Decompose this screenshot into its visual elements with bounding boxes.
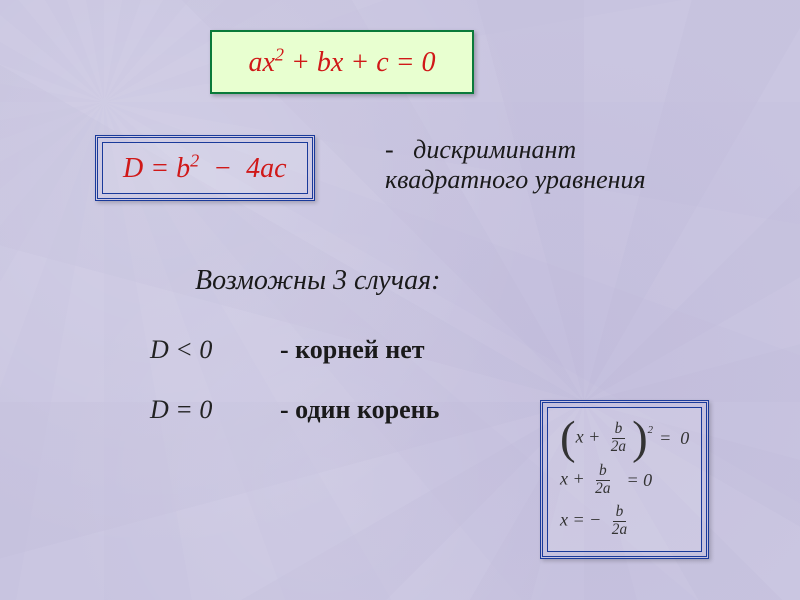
derivation-inner: ( x + b2a )2 = 0 x + b2a = 0 x = − b2a	[547, 407, 702, 552]
derivation-rows: ( x + b2a )2 = 0 x + b2a = 0 x = − b2a	[560, 420, 689, 539]
label-l1: дискриминант	[413, 135, 576, 164]
deriv-row-1: ( x + b2a )2 = 0	[560, 420, 689, 457]
discriminant-label: - дискриминант квадратного уравнения	[385, 135, 646, 195]
cases-heading: Возможны 3 случая:	[195, 265, 440, 297]
deriv-row-2: x + b2a = 0	[560, 463, 689, 498]
case2-desc: - один корень	[280, 395, 439, 425]
derivation-box: ( x + b2a )2 = 0 x + b2a = 0 x = − b2a	[540, 400, 709, 559]
case1-cond: D < 0	[150, 335, 212, 365]
main-formula: ax2 + bx + c = 0	[248, 45, 435, 79]
discriminant-box: D = b2 − 4ac	[95, 135, 315, 201]
discriminant-label-line2: квадратного уравнения	[385, 165, 646, 195]
main-formula-box: ax2 + bx + c = 0	[210, 30, 474, 94]
main-formula-text: ax2 + bx + c = 0	[248, 47, 435, 78]
case1-desc: - корней нет	[280, 335, 425, 365]
deriv-row-3: x = − b2a	[560, 504, 689, 539]
case2-cond: D = 0	[150, 395, 212, 425]
label-prefix: -	[385, 135, 394, 164]
discriminant-formula: D = b2 − 4ac	[123, 153, 287, 184]
discriminant-inner: D = b2 − 4ac	[102, 142, 308, 194]
discriminant-label-line1: - дискриминант	[385, 135, 646, 165]
